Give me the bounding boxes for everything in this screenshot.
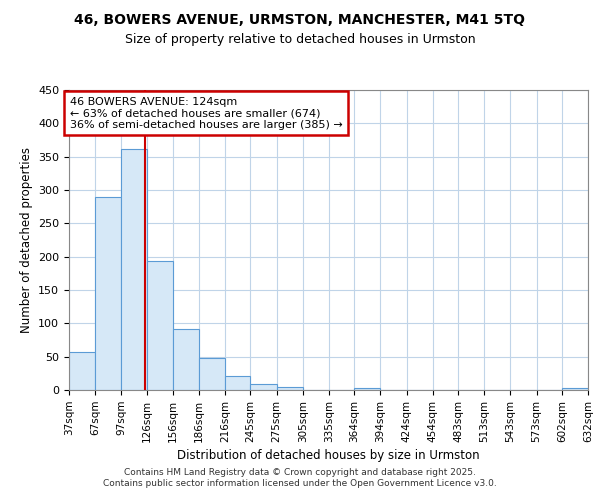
X-axis label: Distribution of detached houses by size in Urmston: Distribution of detached houses by size … xyxy=(177,449,480,462)
Bar xyxy=(225,376,250,390)
Bar xyxy=(199,358,225,390)
Bar xyxy=(95,196,121,390)
Bar xyxy=(69,352,95,390)
Bar xyxy=(146,262,173,390)
Text: 46, BOWERS AVENUE, URMSTON, MANCHESTER, M41 5TQ: 46, BOWERS AVENUE, URMSTON, MANCHESTER, … xyxy=(74,12,526,26)
Bar xyxy=(562,388,588,390)
Bar xyxy=(173,330,199,390)
Bar xyxy=(121,148,146,390)
Bar xyxy=(277,388,303,390)
Text: 46 BOWERS AVENUE: 124sqm
← 63% of detached houses are smaller (674)
36% of semi-: 46 BOWERS AVENUE: 124sqm ← 63% of detach… xyxy=(70,96,343,130)
Y-axis label: Number of detached properties: Number of detached properties xyxy=(20,147,32,333)
Bar xyxy=(250,384,277,390)
Text: Contains HM Land Registry data © Crown copyright and database right 2025.
Contai: Contains HM Land Registry data © Crown c… xyxy=(103,468,497,487)
Text: Size of property relative to detached houses in Urmston: Size of property relative to detached ho… xyxy=(125,32,475,46)
Bar xyxy=(354,388,380,390)
